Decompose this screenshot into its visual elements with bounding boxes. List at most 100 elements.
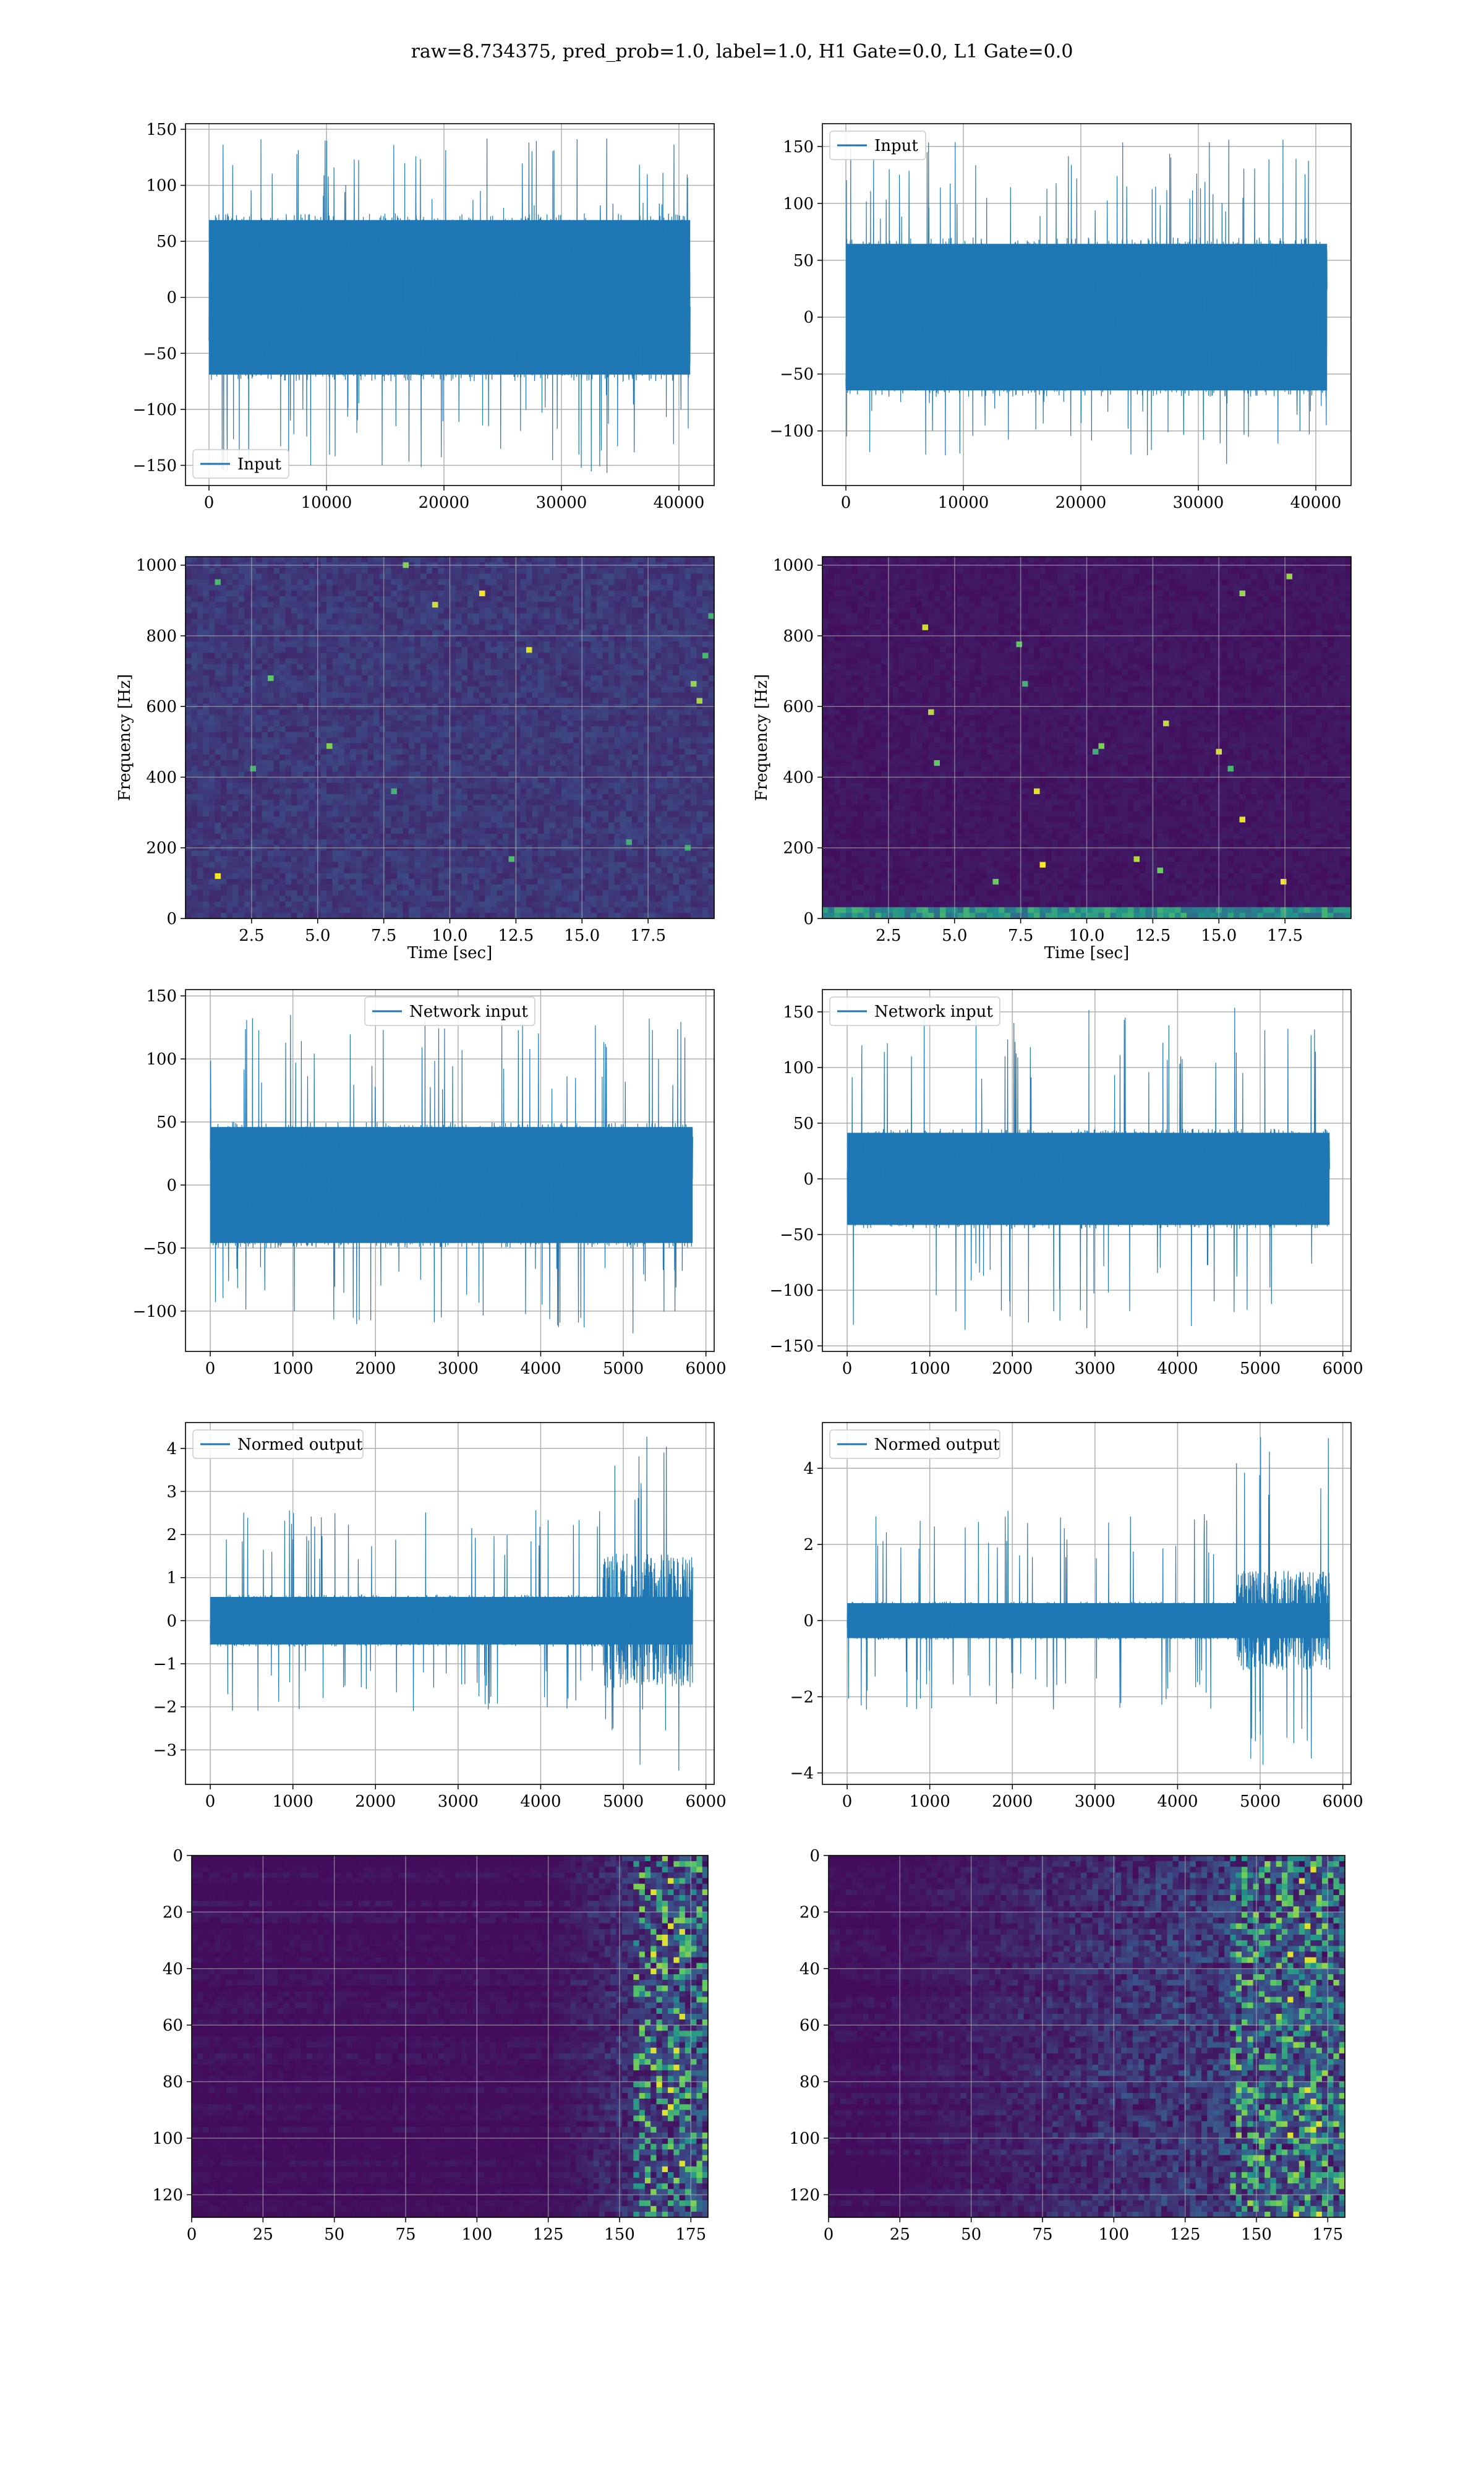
h1-spectrogram-cell xyxy=(479,856,486,863)
h1-spectrogram-cell xyxy=(544,675,550,682)
h1-spectrogram-cell xyxy=(655,766,662,772)
h1-spectrogram-cell xyxy=(450,709,456,716)
h1-spectrogram-cell xyxy=(444,782,451,789)
h1-spectrogram-cell xyxy=(696,687,703,693)
h1-spectrogram-cell xyxy=(268,726,275,732)
h1-spectrogram-cell xyxy=(661,607,668,614)
h1-spectrogram-cell xyxy=(215,653,221,659)
h1-spectrogram-cell xyxy=(614,618,621,625)
h1-spectrogram-cell xyxy=(602,800,609,806)
h1-spectrogram-cell xyxy=(268,613,275,620)
h1-spectrogram-cell xyxy=(538,737,545,744)
h1-spectrogram-cell xyxy=(450,805,456,811)
h1-spectrogram-cell xyxy=(226,692,233,699)
h1-spectrogram-cell xyxy=(679,613,686,620)
h1-spectrogram-cell xyxy=(279,584,286,591)
h1-spectrogram-cell xyxy=(491,782,498,789)
h1-spectrogram-cell xyxy=(232,658,239,665)
h1-spectrogram-cell xyxy=(597,596,603,602)
h1-spectrogram-cell xyxy=(191,788,198,795)
h1-spectrogram-cell xyxy=(591,850,597,857)
h1-input-legend-label: Input xyxy=(237,455,281,474)
h1-spectrogram-cell xyxy=(273,766,280,772)
h1-spectrogram-cell xyxy=(391,811,398,818)
h1-spectrogram-cell xyxy=(209,748,216,755)
h1-spectrogram-cell xyxy=(461,714,468,721)
h1-spectrogram-cell xyxy=(397,596,404,602)
h1-spectrogram-cell xyxy=(696,557,703,563)
h1-spectrogram-cell xyxy=(385,709,392,716)
h1-spectrogram-cell xyxy=(485,641,492,648)
h1-spectrogram-cell xyxy=(438,839,445,845)
h1-spectrogram-cell xyxy=(338,641,345,648)
h1-spectrogram-cell xyxy=(186,698,192,704)
h1-spectrogram-cell xyxy=(614,732,621,738)
h1-spectrogram-cell xyxy=(532,754,539,761)
h1-spectrogram-cell xyxy=(638,850,644,857)
h1-spectrogram-cell xyxy=(320,811,327,818)
h1-spectrogram-cell xyxy=(555,856,562,863)
h1-spectrogram-cell xyxy=(555,816,562,823)
h1-spectrogram-cell xyxy=(203,721,210,727)
h1-spectrogram-cell xyxy=(279,698,286,704)
h1-spectrogram-cell xyxy=(420,635,427,642)
h1-spectrogram-cell xyxy=(573,709,580,716)
h1-spectrogram-cell xyxy=(432,568,439,575)
h1-spectrogram-cell xyxy=(379,771,386,778)
h1-spectrogram-cell xyxy=(326,766,333,772)
h1-spectrogram-cell xyxy=(226,590,233,597)
h1-spectrogram-cell xyxy=(514,800,521,806)
h1-spectrogram-cell xyxy=(279,653,286,659)
h1-spectrogram-cell xyxy=(186,641,192,648)
h1-spectrogram-cell xyxy=(186,743,192,750)
h1-spectrogram-cell xyxy=(591,839,597,845)
h1-spectrogram-cell xyxy=(561,675,568,682)
h1-spectrogram-cell xyxy=(197,681,204,687)
h1-spectrogram-cell xyxy=(655,669,662,676)
h1-spectrogram-cell xyxy=(691,811,697,818)
h1-spectrogram-cell xyxy=(186,800,192,806)
h1-spectrogram-cell xyxy=(696,794,703,800)
h1-spectrogram-cell xyxy=(608,669,615,676)
h1-spectrogram-cell xyxy=(573,800,580,806)
h1-spectrogram-cell xyxy=(473,754,480,761)
h1-spectrogram-cell xyxy=(567,584,574,591)
h1-spectrogram-cell xyxy=(684,568,691,575)
h1-spectrogram-cell xyxy=(532,839,539,845)
h1-spectrogram-cell xyxy=(520,698,527,704)
l1-input-data xyxy=(845,139,1328,464)
h1-spectrogram-cell xyxy=(191,816,198,823)
h1-spectrogram-cell xyxy=(186,618,192,625)
h1-spectrogram-cell xyxy=(203,800,210,806)
h1-spectrogram-cell xyxy=(638,828,644,834)
h1-spectrogram-cell xyxy=(186,721,192,727)
h1-spectrogram-cell xyxy=(373,726,380,732)
h1-spectrogram-cell xyxy=(244,602,251,608)
h1-spectrogram-cell xyxy=(297,669,304,676)
h1-spectrogram-cell xyxy=(197,613,204,620)
h1-spectrogram-cell xyxy=(479,748,486,755)
h1-spectrogram-cell xyxy=(203,573,210,580)
h1-spectrogram-cell xyxy=(373,794,380,800)
h1-spectrogram-cell xyxy=(702,568,709,575)
h1-spectrogram-cell xyxy=(191,602,198,608)
h1-spectrogram-cell xyxy=(544,607,550,614)
h1-spectrogram-cell xyxy=(379,754,386,761)
h1-spectrogram-cell xyxy=(597,687,603,693)
h1-spectrogram-cell xyxy=(550,647,556,653)
h1-spectrogram-cell xyxy=(356,698,362,704)
h1-spectrogram-cell xyxy=(197,557,204,563)
h1-spectrogram-cell xyxy=(391,816,398,823)
h1-spectrogram-cell xyxy=(209,794,216,800)
h1-spectrogram-cell xyxy=(614,828,621,834)
h1-spectrogram-cell xyxy=(673,602,680,608)
h1-spectrogram-cell xyxy=(197,590,204,597)
h1-spectrogram-cell xyxy=(620,760,627,766)
h1-spectrogram-cell xyxy=(326,833,333,840)
h1-spectrogram-cell xyxy=(426,850,433,857)
h1-spectrogram-cell xyxy=(320,557,327,563)
h1-spectrogram-cell xyxy=(362,714,369,721)
h1-spectrogram-cell xyxy=(591,669,597,676)
h1-spectrogram-cell xyxy=(679,641,686,648)
h1-spectrogram-cell xyxy=(391,850,398,857)
